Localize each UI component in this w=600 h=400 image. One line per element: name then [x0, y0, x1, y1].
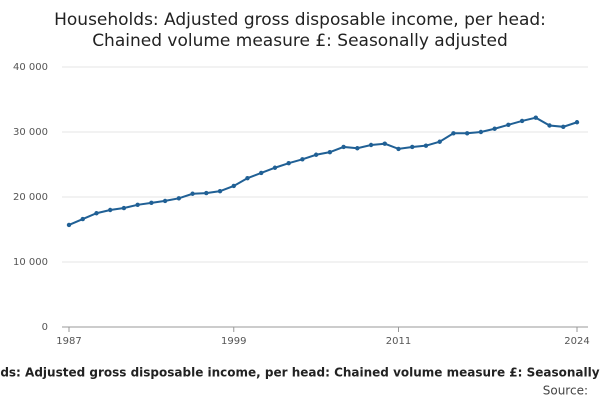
data-point: [382, 141, 387, 146]
data-point: [313, 152, 319, 157]
data-point: [245, 175, 250, 181]
data-point: [478, 129, 484, 135]
data-point: [464, 131, 470, 136]
y-tick-label: 20 000: [13, 192, 48, 203]
data-point: [341, 144, 346, 150]
x-tick-label: 1987: [56, 336, 81, 347]
data-point: [107, 207, 113, 213]
data-point: [396, 146, 401, 152]
data-point: [272, 165, 278, 170]
data-point: [506, 122, 511, 128]
data-point: [149, 200, 154, 206]
series-line: [68, 116, 578, 226]
data-point: [286, 161, 291, 166]
data-point: [410, 144, 415, 150]
y-tick-label: 0: [42, 322, 48, 333]
chart-title: Households: Adjusted gross disposable in…: [54, 10, 546, 30]
data-point: [492, 126, 497, 131]
data-point: [190, 191, 195, 196]
data-point: [355, 146, 360, 151]
data-point: [135, 202, 140, 207]
y-tick-label: 10 000: [13, 257, 48, 268]
data-point: [80, 216, 85, 222]
data-point: [259, 170, 264, 176]
data-point: [547, 123, 552, 128]
data-point: [162, 198, 168, 204]
data-point: [423, 143, 429, 148]
data-point: [121, 205, 127, 211]
x-tick-label: 1999: [221, 336, 246, 347]
data-point: [94, 211, 99, 216]
y-tick-label: 30 000: [13, 127, 48, 138]
data-point: [437, 139, 442, 144]
x-axis-label: Households: Adjusted gross disposable in…: [0, 366, 600, 380]
y-tick-label: 40 000: [13, 62, 48, 73]
data-point: [533, 115, 539, 120]
data-point: [368, 142, 374, 148]
data-point: [574, 120, 580, 125]
data-point: [217, 188, 223, 194]
data-point: [300, 157, 305, 162]
x-tick-label: 2011: [386, 336, 411, 347]
source: Source:: [543, 384, 588, 398]
chart-title: Chained volume measure £: Seasonally adj…: [92, 31, 508, 51]
data-point: [204, 190, 209, 196]
data-point: [519, 118, 525, 124]
data-point: [176, 196, 182, 201]
x-tick-label: 2024: [564, 336, 589, 347]
data-point: [327, 149, 333, 155]
data-point: [451, 131, 456, 136]
data-point: [561, 124, 566, 129]
data-point: [231, 183, 236, 189]
data-point: [66, 222, 72, 228]
